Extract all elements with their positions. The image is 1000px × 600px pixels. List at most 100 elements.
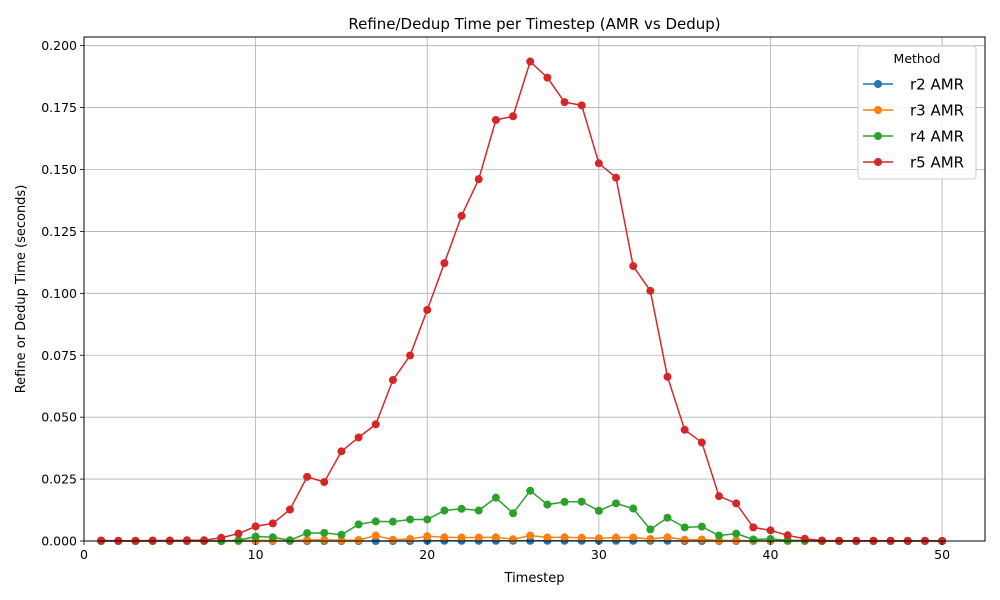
y-tick-label: 0.200: [41, 38, 77, 53]
data-point: [612, 533, 621, 542]
data-point: [406, 351, 415, 360]
data-point: [268, 519, 277, 528]
data-point: [646, 535, 655, 544]
data-point: [663, 533, 672, 542]
data-point: [371, 420, 380, 429]
data-point: [371, 531, 380, 540]
series-line: [101, 60, 943, 542]
x-tick-label: 30: [591, 547, 607, 562]
data-point: [509, 112, 518, 121]
data-point: [182, 536, 191, 545]
data-point: [646, 286, 655, 295]
legend-label: r5 AMR: [910, 154, 964, 172]
data-point: [629, 504, 638, 513]
data-point: [251, 532, 260, 541]
data-point: [268, 533, 277, 542]
legend-marker: [874, 80, 882, 88]
data-point: [526, 531, 535, 540]
data-point: [251, 522, 260, 531]
y-tick-label: 0.150: [41, 162, 77, 177]
x-tick-label: 0: [80, 547, 88, 562]
data-point: [217, 533, 226, 542]
data-point: [474, 175, 483, 184]
data-point: [646, 525, 655, 534]
legend-title: Method: [894, 51, 941, 66]
data-point: [491, 533, 500, 542]
y-axis-label: Refine or Dedup Time (seconds): [14, 185, 29, 394]
legend-marker: [874, 158, 882, 166]
data-point: [577, 497, 586, 506]
data-point: [577, 101, 586, 110]
data-point: [526, 486, 535, 495]
data-point: [303, 529, 312, 538]
data-point: [457, 504, 466, 513]
data-point: [783, 531, 792, 540]
data-point: [714, 492, 723, 501]
data-point: [697, 535, 706, 544]
data-point: [354, 520, 363, 529]
y-tick-label: 0.100: [41, 286, 77, 301]
data-point: [354, 433, 363, 442]
data-point: [714, 531, 723, 540]
data-point: [594, 506, 603, 515]
data-point: [612, 173, 621, 182]
data-point: [388, 517, 397, 526]
legend-marker: [874, 106, 882, 114]
data-point: [491, 115, 500, 124]
data-point: [749, 523, 758, 532]
x-tick-label: 40: [763, 547, 779, 562]
data-point: [697, 438, 706, 447]
data-point: [423, 532, 432, 541]
series-line: [101, 489, 943, 542]
data-point: [749, 535, 758, 544]
y-tick-label: 0.025: [41, 472, 77, 487]
data-point: [354, 536, 363, 545]
y-tick-label: 0.075: [41, 348, 77, 363]
data-point: [440, 533, 449, 542]
data-point: [234, 529, 243, 538]
data-point: [491, 493, 500, 502]
data-point: [560, 497, 569, 506]
series-r5-amr: [97, 57, 947, 545]
series-layer: [97, 57, 947, 545]
data-point: [800, 534, 809, 543]
legend-entries: r2 AMR r3 AMR r4 AMR r5 AMR: [863, 76, 964, 172]
data-point: [629, 533, 638, 542]
data-point: [629, 262, 638, 271]
plot-frame: [83, 36, 986, 542]
data-point: [543, 500, 552, 509]
data-point: [577, 533, 586, 542]
data-point: [766, 526, 775, 535]
x-tick-label: 10: [248, 547, 264, 562]
x-axis-label: Timestep: [504, 571, 565, 586]
y-tick-label: 0.050: [41, 410, 77, 425]
legend-label: r3 AMR: [910, 102, 964, 120]
data-point: [285, 536, 294, 545]
data-point: [594, 159, 603, 168]
data-point: [663, 513, 672, 522]
data-point: [457, 211, 466, 220]
data-point: [440, 506, 449, 515]
data-point: [732, 499, 741, 508]
x-tick-label: 20: [419, 547, 435, 562]
legend-label: r2 AMR: [910, 76, 964, 94]
data-point: [680, 535, 689, 544]
data-point: [543, 533, 552, 542]
data-point: [337, 530, 346, 539]
y-tick-label: 0.000: [41, 534, 77, 549]
data-point: [509, 535, 518, 544]
data-point: [406, 535, 415, 544]
data-point: [680, 523, 689, 532]
data-point: [732, 529, 741, 538]
data-point: [234, 536, 243, 545]
data-point: [303, 536, 312, 545]
legend-box: [857, 45, 977, 180]
data-point: [474, 533, 483, 542]
data-point: [560, 533, 569, 542]
legend-marker: [874, 132, 882, 140]
legend: Method r2 AMR r3 AMR r4 AMR r5 AMR: [857, 45, 977, 180]
data-point: [423, 305, 432, 314]
y-tick-label: 0.175: [41, 100, 77, 115]
data-point: [440, 259, 449, 268]
data-point: [406, 515, 415, 524]
